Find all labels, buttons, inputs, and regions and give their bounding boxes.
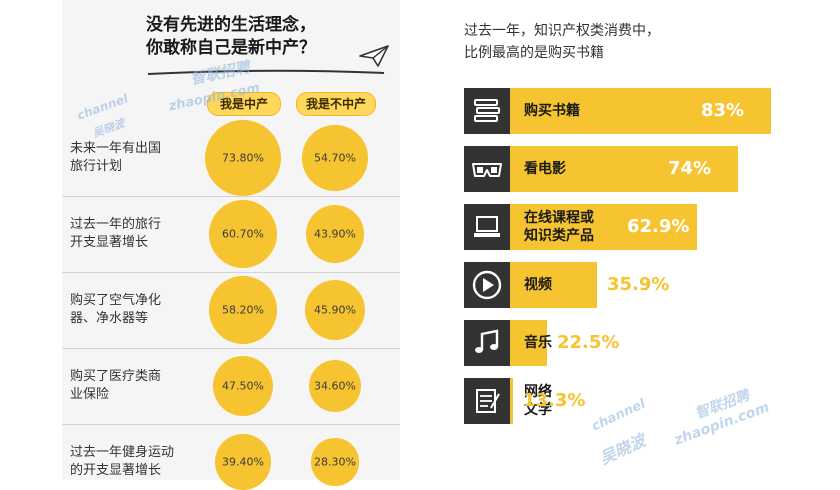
row-label: 过去一年的旅行 开支显著增长 xyxy=(70,216,161,252)
bubble-value-label: 54.70% xyxy=(314,151,356,165)
bar-category-label: 音乐 xyxy=(524,320,552,366)
row-label-line: 购买了医疗类商 xyxy=(70,369,162,384)
row-divider xyxy=(62,196,400,197)
row-label-line: 未来一年有出国 xyxy=(70,141,162,156)
watermark-brand-6: 吴晓波 xyxy=(596,430,649,469)
bubble-value-label: 73.80% xyxy=(222,151,264,165)
bar-row: 视频 35.9% xyxy=(464,262,834,308)
bubble-title-line-1: 没有先进的生活理念， xyxy=(146,15,316,35)
row-label-line: 旅行计划 xyxy=(70,159,123,174)
bar-category-label-line: 视频 xyxy=(524,277,552,293)
bar-value-label: 83% xyxy=(701,100,745,121)
row-label-line: 购买了空气净化 xyxy=(70,293,162,308)
row-label: 未来一年有出国 旅行计划 xyxy=(70,140,161,176)
bubble xyxy=(302,125,368,191)
document-icon xyxy=(464,378,510,424)
play-button-icon xyxy=(464,262,510,308)
bubble-value-label: 58.20% xyxy=(222,303,264,317)
bar-title-line-1: 过去一年，知识产权类消费中， xyxy=(464,23,660,39)
bar-category-label-line: 网络 xyxy=(524,384,552,400)
bar-value-label: 62.9% xyxy=(627,216,690,237)
bubble-value-label: 47.50% xyxy=(222,379,264,393)
row-label-line: 业保险 xyxy=(70,387,110,402)
bar-category-label-line: 看电影 xyxy=(524,161,566,177)
bar-category-label-line: 知识类产品 xyxy=(524,228,594,244)
bubble-value-label: 45.90% xyxy=(314,303,356,317)
bar xyxy=(464,88,771,134)
bar-value-label: 13.3% xyxy=(523,390,586,411)
row-divider xyxy=(62,424,400,425)
row-divider xyxy=(62,272,400,273)
bar-row: 购买书籍 83% xyxy=(464,88,834,134)
bar-value-label: 35.9% xyxy=(607,274,670,295)
bubble xyxy=(305,204,365,264)
3d-glasses-icon xyxy=(464,146,510,192)
bar-row: 看电影 74% xyxy=(464,146,834,192)
row-label: 购买了医疗类商 业保险 xyxy=(70,368,161,404)
bar-category-label: 视频 xyxy=(524,262,552,308)
bar-row: 在线课程或知识类产品 62.9% xyxy=(464,204,834,250)
bar-category-label-line: 音乐 xyxy=(524,335,552,351)
title-underline-swoosh xyxy=(147,69,385,75)
bubble xyxy=(311,438,359,486)
bubble xyxy=(208,199,278,269)
bubble-value-label: 60.70% xyxy=(222,227,264,241)
bubble-chart-panel: 没有先进的生活理念， 你敢称自己是新中产？ 我是中产 我是不中产 未来一年有出国… xyxy=(62,0,400,490)
bubble xyxy=(212,355,274,417)
bar-category-label-line: 文学 xyxy=(524,402,552,418)
laptop-icon xyxy=(464,204,510,250)
bar-value-label: 74% xyxy=(668,158,712,179)
watermark-brand-4: 吴晓波 xyxy=(90,116,127,141)
row-label-line: 开支显著增长 xyxy=(70,235,149,250)
row-label-line: 过去一年的旅行 xyxy=(70,217,162,232)
row-label: 购买了空气净化 器、净水器等 xyxy=(70,292,161,328)
bar-chart-title: 过去一年，知识产权类消费中， 比例最高的是购买书籍 xyxy=(464,20,660,64)
bubble-value-label: 28.30% xyxy=(314,455,356,469)
bar-category-label-line: 购买书籍 xyxy=(524,103,580,119)
bar-category-label: 在线课程或知识类产品 xyxy=(524,204,594,250)
row-label: 过去一年健身运动 的开支显著增长 xyxy=(70,444,174,480)
row-label-line: 过去一年健身运动 xyxy=(70,445,175,460)
paper-plane-icon xyxy=(359,45,389,67)
bar-row: 音乐 22.5% xyxy=(464,320,834,366)
bar-category-label-line: 在线课程或 xyxy=(524,210,594,226)
books-icon xyxy=(464,88,510,134)
legend-header-not-middle-class: 我是不中产 xyxy=(296,92,376,116)
bar-title-line-2: 比例最高的是购买书籍 xyxy=(464,45,604,61)
bar-row: 网络文学 13.3% xyxy=(464,378,834,424)
bubble-chart-title: 没有先进的生活理念， 你敢称自己是新中产？ xyxy=(62,14,400,60)
music-note-icon xyxy=(464,320,510,366)
bar-value-label: 22.5% xyxy=(557,332,620,353)
bar-category-label: 看电影 xyxy=(524,146,566,192)
bubble-value-label: 43.90% xyxy=(314,227,356,241)
bubble-value-label: 34.60% xyxy=(314,379,356,393)
row-label-line: 器、净水器等 xyxy=(70,311,149,326)
bar-category-label: 网络 文学 xyxy=(524,378,552,424)
bubble xyxy=(308,359,361,412)
row-label-line: 的开支显著增长 xyxy=(70,463,162,478)
bubble xyxy=(305,280,365,340)
bubble-title-line-2: 你敢称自己是新中产？ xyxy=(146,38,316,58)
legend-header-middle-class: 我是中产 xyxy=(207,92,281,116)
bubble xyxy=(209,276,277,344)
row-divider xyxy=(62,348,400,349)
bubble xyxy=(205,120,281,196)
bar-category-label: 购买书籍 xyxy=(524,88,580,134)
bubble-value-label: 39.40% xyxy=(222,455,264,469)
